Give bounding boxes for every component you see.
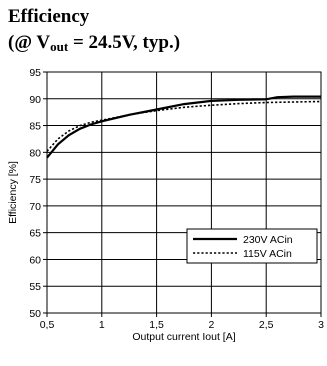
tick-labels: 0,5 1 1,5 2 2,5 3 50 55 60 65 70 75 80 85 90 95 — [29, 67, 324, 331]
series-line-1 — [46, 95, 321, 159]
y-tick-label: 50 — [29, 308, 41, 320]
x-tick-label: 1 — [99, 319, 105, 331]
legend-items: 230V ACin 115V ACin — [193, 234, 293, 260]
series-line-2 — [46, 100, 322, 152]
x-tick-label: 1,5 — [149, 319, 164, 331]
title-line-1: Efficiency — [8, 6, 90, 27]
y-tick-label: 60 — [29, 254, 41, 266]
legend-label-1: 230V ACin — [243, 234, 293, 246]
y-tick-label: 65 — [29, 228, 41, 240]
y-tick-label: 70 — [29, 201, 41, 213]
legend-box — [186, 228, 318, 264]
title-line-2-suffix: = 24.5V, typ.) — [68, 32, 181, 53]
plot-frame — [46, 71, 322, 314]
y-tick-label: 80 — [29, 147, 41, 159]
grid — [47, 72, 321, 313]
x-tick-label: 2 — [208, 319, 214, 331]
y-tick-label: 95 — [29, 67, 41, 79]
x-tick-label: 2,5 — [259, 319, 274, 331]
legend: 230V ACin 115V ACin — [186, 228, 318, 264]
x-tick-label: 3 — [318, 319, 324, 331]
title-line-2-prefix: (@ V — [8, 32, 51, 53]
chart-title: Efficiency (@ Vout = 24.5V, typ.) — [8, 4, 180, 56]
y-tick-label: 90 — [29, 94, 41, 106]
title-line-2: (@ Vout = 24.5V, typ.) — [8, 30, 180, 56]
y-tick-label: 55 — [29, 281, 41, 293]
series-layer — [46, 95, 322, 159]
x-axis-label: Output current Iout [A] — [132, 331, 235, 343]
title-line-2-subscript: out — [50, 39, 69, 54]
y-tick-label: 85 — [29, 121, 41, 133]
y-axis-label: Efficiency [%] — [7, 161, 19, 224]
legend-label-2: 115V ACin — [243, 248, 292, 260]
y-tick-label: 75 — [29, 174, 41, 186]
x-tick-label: 0,5 — [40, 319, 55, 331]
